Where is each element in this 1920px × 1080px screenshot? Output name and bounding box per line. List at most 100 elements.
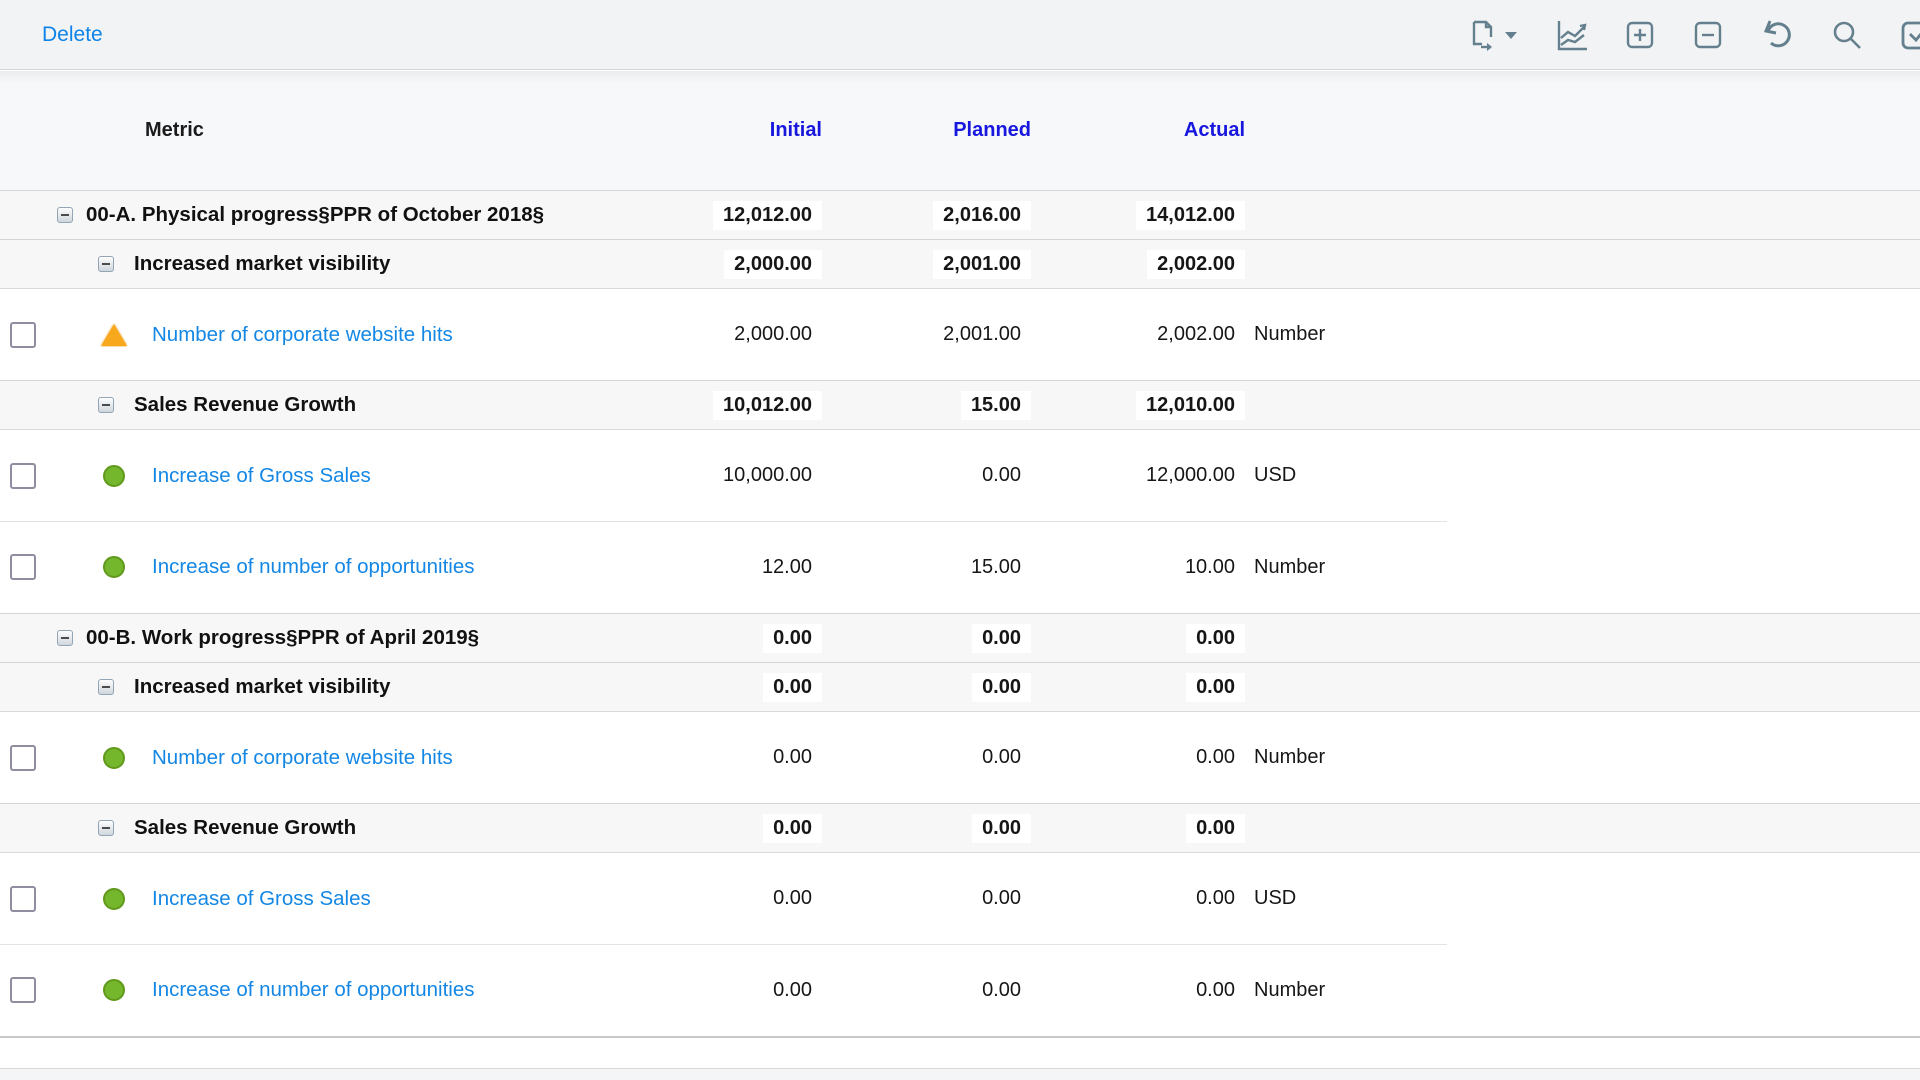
collapse-all-icon [1694, 21, 1722, 49]
collapse-toggle-icon[interactable] [57, 207, 73, 223]
status-ok-icon [102, 464, 126, 488]
actual-value: 0.00 [1196, 746, 1235, 768]
initial-value: 10,012.00 [713, 390, 822, 420]
column-header-actual[interactable]: Actual [1183, 119, 1245, 141]
delete-button[interactable]: Delete [42, 22, 103, 46]
planned-value: 15.00 [970, 555, 1021, 578]
unit-label: Number [1254, 746, 1326, 768]
undo-icon [1763, 20, 1791, 48]
initial-value: 12.00 [761, 555, 812, 578]
row-checkbox[interactable] [10, 885, 36, 912]
table-body: 00-A. Physical progress§PPR of October 2… [0, 190, 1920, 1036]
collapse-toggle-icon[interactable] [57, 630, 73, 646]
initial-value: 0.00 [773, 978, 812, 1001]
metric-link[interactable]: Increase of number of opportunities [152, 555, 475, 578]
initial-value: 2,000.00 [724, 249, 822, 279]
status-ok-icon [102, 555, 126, 579]
actual-value: 0.00 [1186, 813, 1245, 843]
actual-value: 0.00 [1196, 978, 1235, 1001]
subgroup-label: Sales Revenue Growth [134, 816, 357, 839]
row-checkbox[interactable] [10, 744, 36, 771]
subgroup-label: Sales Revenue Growth [134, 393, 357, 416]
multi-select-icon [1901, 21, 1920, 50]
metric-link[interactable]: Increase of number of opportunities [152, 978, 475, 1001]
group-label: 00-A. Physical progress§PPR of October 2… [86, 203, 545, 226]
toolbar-icon-group [1466, 0, 1920, 70]
search-icon [1833, 21, 1861, 49]
toolbar: Delete [0, 0, 1920, 70]
row-checkbox[interactable] [10, 977, 36, 1003]
initial-value: 0.00 [773, 887, 812, 909]
initial-value: 0.00 [763, 623, 822, 653]
planned-value: 2,001.00 [933, 249, 1031, 279]
status-warning-icon [101, 323, 127, 347]
table-row-subgroup[interactable]: Sales Revenue Growth 0.00 0.00 0.00 [0, 803, 1920, 852]
multi-select-button[interactable] [1900, 18, 1920, 52]
group-label: 00-B. Work progress§PPR of April 2019§ [86, 626, 480, 649]
table-row-group[interactable]: 00-A. Physical progress§PPR of October 2… [0, 190, 1920, 239]
table-row-metric[interactable]: Number of corporate website hits 0.00 0.… [0, 711, 1920, 803]
empty-row [0, 1036, 1920, 1068]
export-button[interactable] [1466, 18, 1518, 52]
initial-value: 0.00 [763, 672, 822, 702]
planned-value: 0.00 [972, 623, 1031, 653]
chart-view-button[interactable] [1554, 18, 1588, 52]
export-icon [1472, 20, 1493, 51]
column-header-initial[interactable]: Initial [769, 119, 822, 141]
unit-label: Number [1254, 323, 1326, 345]
table-row-subgroup[interactable]: Increased market visibility 0.00 0.00 0.… [0, 662, 1920, 711]
initial-value: 10,000.00 [723, 464, 812, 486]
table-row-metric[interactable]: Increase of Gross Sales 10,000.00 0.00 1… [0, 429, 1920, 521]
unit-label: Number [1254, 555, 1326, 578]
row-checkbox[interactable] [10, 554, 36, 580]
metric-link[interactable]: Increase of Gross Sales [152, 463, 371, 487]
planned-value: 0.00 [982, 887, 1021, 909]
table-row-metric[interactable]: Number of corporate website hits 2,000.0… [0, 288, 1920, 380]
unit-label: USD [1254, 887, 1297, 909]
planned-value: 2,001.00 [943, 323, 1021, 345]
collapse-toggle-icon[interactable] [98, 820, 114, 836]
status-ok-icon [102, 887, 126, 911]
metric-link[interactable]: Number of corporate website hits [152, 745, 453, 769]
table-row-group[interactable]: 00-B. Work progress§PPR of April 2019§ 0… [0, 613, 1920, 662]
planned-value: 0.00 [982, 746, 1021, 768]
planned-value: 0.00 [982, 978, 1021, 1001]
planned-value: 15.00 [960, 390, 1031, 420]
undo-button[interactable] [1760, 18, 1794, 52]
search-button[interactable] [1830, 18, 1864, 52]
planned-value: 0.00 [982, 464, 1021, 486]
table-row-subgroup[interactable]: Sales Revenue Growth 10,012.00 15.00 12,… [0, 380, 1920, 429]
metric-link[interactable]: Increase of Gross Sales [152, 886, 371, 910]
status-ok-icon [102, 978, 126, 1002]
bottom-scroll-strip [0, 1068, 1920, 1080]
collapse-all-button[interactable] [1692, 19, 1724, 51]
planned-value: 0.00 [972, 672, 1031, 702]
metric-link[interactable]: Number of corporate website hits [152, 322, 453, 346]
row-checkbox[interactable] [10, 321, 36, 348]
unit-label: Number [1254, 978, 1326, 1001]
table-row-metric[interactable]: Increase of Gross Sales 0.00 0.00 0.00 U… [0, 852, 1920, 944]
actual-value: 0.00 [1186, 672, 1245, 702]
unit-label: USD [1254, 464, 1297, 486]
export-dropdown-caret-icon [1505, 32, 1517, 39]
collapse-toggle-icon[interactable] [98, 679, 114, 695]
row-checkbox[interactable] [10, 462, 36, 489]
trend-chart-icon [1557, 21, 1587, 51]
initial-value: 0.00 [763, 813, 822, 843]
actual-value: 10.00 [1184, 555, 1235, 578]
table-row-metric[interactable]: Increase of number of opportunities 0.00… [0, 944, 1920, 1036]
status-ok-icon [102, 746, 126, 770]
actual-value: 12,000.00 [1146, 464, 1235, 486]
subgroup-label: Increased market visibility [134, 675, 391, 698]
column-header-planned[interactable]: Planned [953, 119, 1031, 141]
actual-value: 0.00 [1196, 887, 1235, 909]
table-row-subgroup[interactable]: Increased market visibility 2,000.00 2,0… [0, 239, 1920, 288]
collapse-toggle-icon[interactable] [98, 397, 114, 413]
table-row-metric[interactable]: Increase of number of opportunities 12.0… [0, 521, 1920, 613]
actual-value: 2,002.00 [1157, 323, 1235, 345]
column-header-metric: Metric [145, 119, 204, 141]
initial-value: 0.00 [773, 746, 812, 768]
collapse-toggle-icon[interactable] [98, 256, 114, 272]
expand-all-button[interactable] [1624, 19, 1656, 51]
